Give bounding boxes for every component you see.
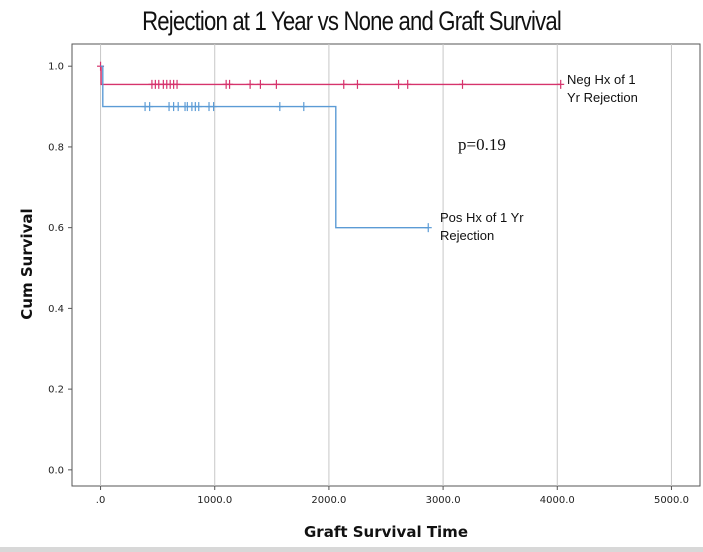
pos-censor-mark <box>174 102 182 112</box>
y-tick-label: 0.8 <box>48 142 64 153</box>
neg-series-label-line: Neg Hx of 1 <box>567 72 636 87</box>
x-tick-label: 2000.0 <box>311 495 346 506</box>
axis-ticks: .0 1000.0 2000.0 3000.0 4000.0 5000.0 0.0 0.2 0.… <box>48 62 689 506</box>
x-tick-label: 4000.0 <box>540 495 575 506</box>
x-tick-label: .0 <box>96 495 106 506</box>
grid-lines <box>100 44 672 486</box>
y-tick-label: 0.0 <box>48 465 64 476</box>
y-tick-label: 0.4 <box>48 304 64 315</box>
pos-censor-mark <box>424 223 432 233</box>
x-axis-label: Graft Survival Time <box>304 523 468 541</box>
neg-censor-mark <box>173 79 181 89</box>
x-tick-label: 5000.0 <box>654 495 689 506</box>
x-tick-label: 3000.0 <box>426 495 461 506</box>
pos-censor-mark <box>195 102 203 112</box>
neg-series-label: Neg Hx of 1 Yr Rejection <box>567 72 638 105</box>
survival-curves <box>97 61 565 233</box>
neg-series-label-line: Yr Rejection <box>567 90 638 105</box>
y-tick-label: 0.6 <box>48 223 64 234</box>
pos-censor-mark <box>210 102 218 112</box>
neg-censor-mark <box>340 79 348 89</box>
x-tick-label: 1000.0 <box>197 495 232 506</box>
pos-censor-mark <box>300 102 308 112</box>
p-value-annotation: p=0.19 <box>458 135 506 154</box>
neg-censor-mark <box>256 79 264 89</box>
bottom-divider <box>0 547 703 552</box>
pos-series-label-line: Rejection <box>440 228 494 243</box>
neg-censor-mark <box>395 79 403 89</box>
annotations: Neg Hx of 1 Yr Rejection Pos Hx of 1 Yr Rej… <box>440 72 638 243</box>
pos-censor-mark <box>276 102 284 112</box>
neg-censor-mark <box>459 79 467 89</box>
neg-censor-mark <box>557 79 565 89</box>
neg-censor-mark <box>353 79 361 89</box>
chart-title: Rejection at 1 Year vs None and Graft Su… <box>142 6 562 36</box>
y-axis-label: Cum Survival <box>18 208 36 319</box>
pos-survival-line <box>100 65 429 229</box>
pos-censor-mark <box>146 102 154 112</box>
plot-frame <box>71 43 701 487</box>
y-tick-label: 0.2 <box>48 385 64 396</box>
neg-censor-mark <box>404 79 412 89</box>
pos-series-label-line: Pos Hx of 1 Yr <box>440 210 524 225</box>
neg-censor-mark <box>272 79 280 89</box>
neg-censor-mark <box>246 79 254 89</box>
y-tick-label: 1.0 <box>48 62 64 73</box>
neg-censor-mark <box>226 79 234 89</box>
pos-series-label: Pos Hx of 1 Yr Rejection <box>440 210 524 243</box>
